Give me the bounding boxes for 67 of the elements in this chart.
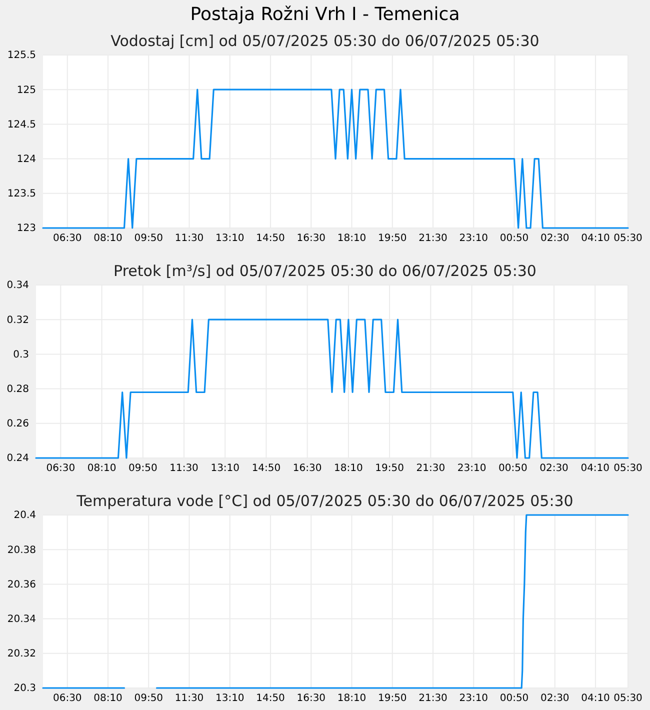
y-tick-label: 20.4 — [14, 510, 36, 522]
x-tick-label: 05:30 — [614, 693, 642, 704]
chart-subtitle: Vodostaj [cm] od 05/07/2025 05:30 do 06/07/2025 05:30 — [110, 32, 540, 50]
y-tick-label: 20.38 — [7, 544, 36, 556]
y-tick-label: 20.36 — [7, 579, 36, 590]
x-tick-label: 16:30 — [296, 233, 326, 244]
y-tick-label: 123 — [16, 223, 36, 234]
x-tick-label: 02:30 — [540, 233, 570, 244]
x-tick-label: 06:30 — [52, 693, 82, 704]
y-tick-label: 0.26 — [6, 418, 29, 430]
x-tick-label: 00:50 — [498, 463, 528, 474]
x-tick-label: 19:50 — [378, 233, 407, 244]
y-tick-label: 124 — [16, 154, 36, 165]
y-tick-label: 124.5 — [7, 119, 36, 130]
x-tick-label: 21:30 — [416, 463, 446, 474]
x-tick-label: 14:50 — [252, 463, 281, 474]
x-tick-label: 14:50 — [256, 233, 285, 244]
x-tick-label: 02:30 — [540, 463, 568, 474]
x-tick-label: 04:10 — [581, 233, 610, 244]
x-tick-label: 21:30 — [418, 233, 448, 244]
x-tick-label: 16:30 — [292, 463, 322, 474]
y-tick-label: 125.5 — [7, 50, 36, 62]
y-tick-label: 0.3 — [13, 349, 29, 360]
x-tick-label: 11:30 — [174, 233, 204, 244]
x-tick-label: 23:10 — [459, 693, 488, 704]
x-tick-label: 18:10 — [337, 693, 366, 704]
x-tick-label: 05:30 — [614, 463, 642, 474]
y-tick-label: 20.32 — [7, 648, 36, 660]
x-tick-label: 09:50 — [134, 233, 164, 244]
x-tick-label: 08:10 — [94, 233, 122, 244]
x-tick-label: 06:30 — [46, 463, 76, 474]
y-tick-label: 0.24 — [6, 453, 29, 464]
x-tick-label: 04:10 — [580, 463, 610, 474]
x-tick-label: 13:10 — [215, 693, 244, 704]
x-tick-label: 13:10 — [210, 463, 240, 474]
x-tick-label: 16:30 — [296, 693, 326, 704]
y-tick-label: 125 — [16, 84, 36, 96]
x-tick-label: 00:50 — [500, 693, 529, 704]
x-tick-label: 18:10 — [334, 463, 363, 474]
x-tick-label: 05:30 — [614, 233, 642, 244]
x-tick-label: 09:50 — [128, 463, 158, 474]
x-tick-label: 08:10 — [87, 463, 116, 474]
x-tick-label: 13:10 — [215, 233, 244, 244]
x-tick-label: 23:10 — [459, 233, 488, 244]
x-tick-label: 08:10 — [94, 693, 122, 704]
x-tick-label: 19:50 — [378, 693, 407, 704]
y-tick-label: 123.5 — [7, 188, 36, 200]
chart-title: Temperatura vode [°C] od 05/07/2025 05:30 do 06/07/2025 05:30 — [76, 492, 574, 510]
x-tick-label: 11:30 — [170, 463, 198, 474]
x-tick-label: 00:50 — [500, 233, 529, 244]
x-tick-label: 19:50 — [375, 463, 404, 474]
x-tick-label: 18:10 — [337, 233, 366, 244]
y-tick-label: 20.34 — [7, 614, 36, 625]
x-tick-label: 06:30 — [52, 233, 82, 244]
x-tick-label: 09:50 — [134, 693, 164, 704]
y-tick-label: 20.3 — [14, 683, 36, 694]
x-tick-label: 23:10 — [457, 463, 486, 474]
chart-title: Postaja Rožni Vrh I - Temenica — [190, 4, 460, 25]
chart-title: Pretok [m³/s] od 05/07/2025 05:30 do 06/07/2025 05:30 — [114, 262, 536, 280]
x-tick-label: 04:10 — [581, 693, 610, 704]
x-tick-label: 11:30 — [174, 693, 204, 704]
x-tick-label: 14:50 — [256, 693, 285, 704]
y-tick-label: 0.28 — [6, 384, 29, 395]
y-tick-label: 0.32 — [6, 314, 29, 326]
y-tick-label: 0.34 — [6, 280, 29, 292]
x-tick-label: 02:30 — [540, 693, 570, 704]
x-tick-label: 21:30 — [418, 693, 448, 704]
